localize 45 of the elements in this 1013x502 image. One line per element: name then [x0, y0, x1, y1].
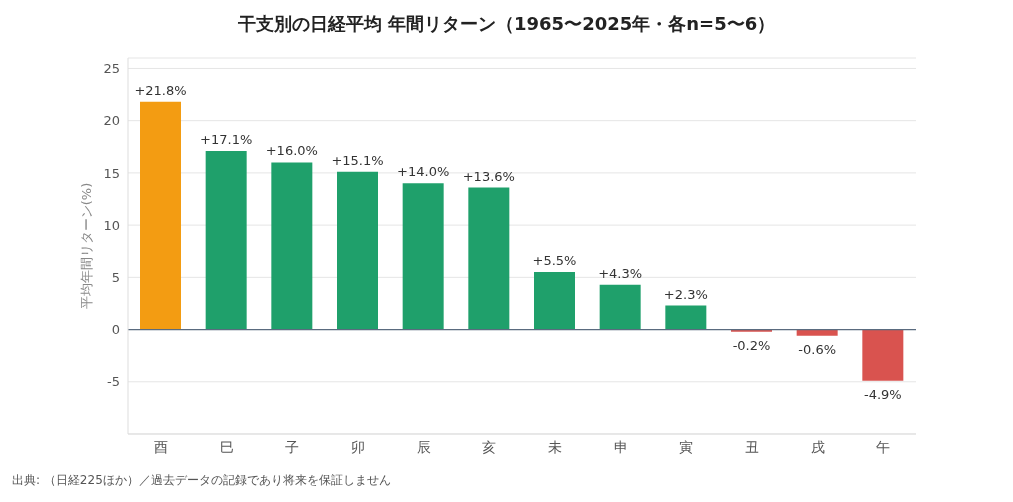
data-label: +13.6%	[462, 168, 515, 184]
x-tick-label: 午	[876, 438, 891, 455]
x-tick-label: 寅	[679, 438, 694, 455]
bar	[665, 305, 707, 330]
bar	[271, 162, 313, 330]
data-label: +21.8%	[134, 82, 187, 98]
y-tick-label: 0	[111, 322, 120, 338]
x-tick-label: 戌	[810, 438, 825, 455]
source-note: 出典: （日経225ほか）／過去データの記録であり将来を保証しません	[12, 472, 391, 489]
chart-title: 干支別の日経平均 年間リターン（1965〜2025年・各n=5〜6）	[236, 12, 777, 36]
x-tick-label: 丑	[744, 438, 759, 455]
bar	[468, 187, 510, 330]
data-label: -4.9%	[863, 386, 902, 402]
y-tick-label: 25	[103, 61, 120, 77]
bar	[402, 183, 444, 330]
x-tick-label: 卯	[350, 438, 365, 455]
bar	[534, 272, 575, 330]
data-label: +14.0%	[397, 164, 450, 180]
data-label: +4.3%	[598, 265, 643, 281]
bar	[205, 150, 247, 330]
data-label: +15.1%	[331, 152, 384, 168]
bar	[599, 284, 641, 330]
data-label: +16.0%	[265, 143, 318, 159]
bar	[796, 329, 838, 336]
data-label: -0.2%	[732, 337, 771, 353]
y-tick-label: 10	[103, 217, 120, 233]
bar	[337, 171, 378, 330]
bar	[140, 101, 181, 330]
y-tick-label: -5	[107, 374, 120, 390]
x-tick-label: 子	[285, 438, 300, 455]
data-label: +17.1%	[200, 131, 253, 147]
y-tick-label: 20	[103, 113, 120, 129]
x-tick-label: 巳	[219, 438, 234, 455]
y-tick-label: 5	[111, 269, 120, 285]
x-tick-label: 未	[547, 438, 562, 455]
y-axis-title: 平均年間リターン(%)	[78, 182, 94, 310]
x-tick-label: 酉	[153, 438, 168, 455]
data-label: -0.6%	[798, 341, 837, 357]
x-tick-label: 亥	[482, 438, 497, 455]
x-tick-label: 辰	[416, 438, 431, 455]
bar	[862, 329, 904, 381]
data-label: +5.5%	[532, 253, 577, 269]
data-label: +2.3%	[663, 286, 708, 302]
x-tick-label: 申	[613, 438, 628, 455]
y-tick-label: 15	[103, 165, 120, 181]
